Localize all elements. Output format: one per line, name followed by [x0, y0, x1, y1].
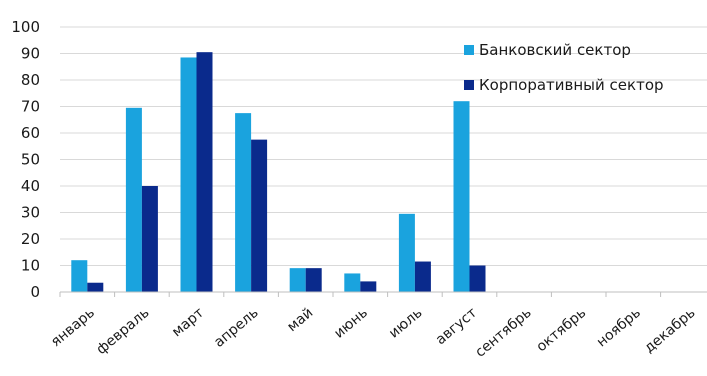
- y-tick-label: 40: [21, 177, 40, 195]
- x-tick-label: октябрь: [534, 305, 590, 355]
- bar-corporate-2: [196, 52, 213, 292]
- y-tick-label: 50: [21, 151, 40, 169]
- bar-bank-3: [235, 113, 252, 292]
- bar-corporate-5: [360, 281, 377, 292]
- x-tick-label: август: [433, 305, 480, 348]
- bar-bank-1: [125, 107, 142, 292]
- bar-bank-0: [71, 260, 88, 292]
- bar-corporate-7: [469, 265, 486, 292]
- y-tick-label: 90: [21, 45, 40, 63]
- y-tick-label: 20: [21, 230, 40, 248]
- bars: [71, 52, 486, 292]
- x-tick-label: июнь: [331, 305, 371, 342]
- x-tick-label: январь: [48, 305, 98, 350]
- x-tick-label: ноябрь: [594, 305, 644, 351]
- y-tick-label: 60: [21, 124, 40, 142]
- x-tick-label: июль: [386, 305, 425, 342]
- legend-label-corporate: Корпоративный сектор: [479, 76, 664, 94]
- bar-corporate-1: [141, 186, 158, 292]
- y-tick-label: 0: [30, 283, 40, 301]
- y-tick-label: 80: [21, 71, 40, 89]
- bar-corporate-3: [251, 139, 268, 292]
- x-tick-label: сентябрь: [472, 305, 534, 361]
- x-tick-label: февраль: [94, 305, 153, 358]
- gridlines: [60, 26, 707, 266]
- legend-swatch-corporate: [464, 80, 474, 90]
- x-tick-label: март: [169, 305, 207, 341]
- bar-corporate-0: [87, 282, 104, 292]
- legend-label-bank: Банковский сектор: [479, 41, 631, 59]
- bar-bank-6: [398, 213, 415, 292]
- bar-corporate-6: [414, 261, 431, 292]
- bar-bank-5: [344, 273, 361, 292]
- y-tick-labels: 0 10 20 30 40 50 60 70 80 90 100: [11, 18, 40, 301]
- y-tick-label: 70: [21, 98, 40, 116]
- y-tick-label: 100: [11, 18, 40, 36]
- bar-bank-7: [453, 101, 470, 292]
- x-tick-label: апрель: [211, 305, 261, 351]
- y-tick-label: 10: [21, 257, 40, 275]
- x-axis: [59, 291, 707, 297]
- legend: Банковский сектор Корпоративный сектор: [464, 41, 664, 94]
- bar-bank-4: [289, 268, 306, 292]
- x-tick-label: декабрь: [641, 305, 698, 357]
- bar-bank-2: [180, 57, 197, 292]
- bar-corporate-4: [305, 268, 322, 292]
- y-tick-label: 30: [21, 204, 40, 222]
- x-tick-label: май: [284, 305, 316, 335]
- legend-swatch-bank: [464, 45, 474, 55]
